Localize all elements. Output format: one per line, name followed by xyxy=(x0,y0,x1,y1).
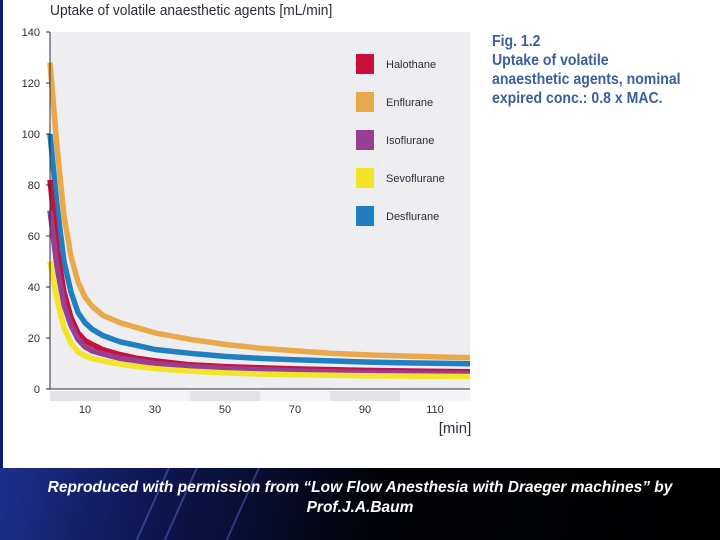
series-lines xyxy=(47,62,471,380)
footer-credit: Reproduced with permission from “Low Flo… xyxy=(47,479,673,516)
x-tick-label: 90 xyxy=(359,404,371,416)
legend: Halothane Enflurane Isoflurane Sevoflurane D… xyxy=(356,54,445,226)
x-band xyxy=(400,391,470,401)
legend-swatch-isoflurane xyxy=(356,130,374,150)
chart-title: Uptake of volatile anaesthetic agents [m… xyxy=(50,2,333,19)
x-tick-label: 50 xyxy=(219,404,231,416)
figure-caption: Fig. 1.2 Uptake of volatile anaesthetic … xyxy=(492,32,686,108)
legend-label-isoflurane: Isoflurane xyxy=(386,135,434,147)
uptake-chart: 0 20 40 60 80 100 120 140 10 30 50 70 90 110 Halothan… xyxy=(22,27,472,437)
x-tick-label: 110 xyxy=(426,404,444,416)
series-line-desflurane xyxy=(47,133,471,367)
y-tick-label: 60 xyxy=(28,231,40,243)
y-tick-label: 20 xyxy=(28,333,40,345)
figure-caption-text: Uptake of volatile anaesthetic agents, n… xyxy=(492,52,681,107)
legend-swatch-enflurane xyxy=(356,92,374,112)
x-band xyxy=(190,391,260,401)
legend-label-halothane: Halothane xyxy=(386,59,436,71)
y-tick-label: 120 xyxy=(22,78,40,90)
footer-banner: Reproduced with permission from “Low Flo… xyxy=(0,468,720,540)
x-band xyxy=(260,391,330,401)
legend-label-sevoflurane: Sevoflurane xyxy=(386,173,445,185)
slide-left-border xyxy=(0,0,3,468)
legend-label-enflurane: Enflurane xyxy=(386,97,433,109)
legend-swatch-halothane xyxy=(356,54,374,74)
figure-number: Fig. 1.2 xyxy=(492,33,541,50)
legend-swatch-desflurane xyxy=(356,206,374,226)
y-tick-label: 80 xyxy=(28,180,40,192)
x-tick-label: 10 xyxy=(79,404,91,416)
y-tick-label: 100 xyxy=(22,129,40,141)
y-tick-label: 40 xyxy=(28,282,40,294)
x-tick-label: 70 xyxy=(289,404,301,416)
y-tick-label: 0 xyxy=(34,384,40,396)
x-axis-label: [min] xyxy=(439,420,472,437)
x-band xyxy=(50,391,120,401)
y-tick-label: 140 xyxy=(22,27,40,39)
legend-swatch-sevoflurane xyxy=(356,168,374,188)
x-band xyxy=(120,391,190,401)
series-line-sevoflurane xyxy=(47,261,471,380)
series-line-isoflurane xyxy=(47,210,471,377)
x-band xyxy=(330,391,400,401)
x-tick-label: 30 xyxy=(149,404,161,416)
plot-area xyxy=(50,32,470,389)
axes: 0 20 40 60 80 100 120 140 10 30 50 70 90 110 xyxy=(22,27,470,416)
series-line-enflurane xyxy=(47,62,471,361)
x-grid-bands xyxy=(50,391,470,401)
legend-label-desflurane: Desflurane xyxy=(386,211,439,223)
